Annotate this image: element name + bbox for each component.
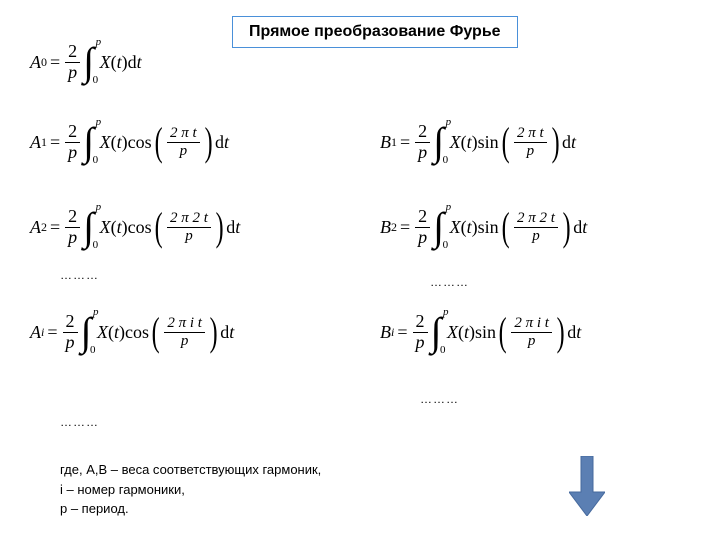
title-text: Прямое преобразование Фурье	[249, 23, 501, 40]
dots-a2: ………	[60, 268, 99, 282]
dots-ai: ………	[60, 415, 99, 429]
footnote-line2: i – номер гармоники,	[60, 480, 321, 500]
dots-b2: ………	[430, 275, 469, 289]
formula-b2: B2 = 2p p∫0 X(t)sin ( 2 π 2 tp ) dt	[380, 205, 587, 249]
title-box: Прямое преобразование Фурье	[232, 16, 518, 48]
footnote-line3: p – период.	[60, 499, 321, 519]
footnote-line1: где, А,В – веса соответствующих гармоник…	[60, 460, 321, 480]
formula-b1: B1 = 2p p∫0 X(t)sin ( 2 π tp ) dt	[380, 120, 576, 164]
formula-bi: Bi = 2p p∫0 X(t)sin ( 2 π i tp ) dt	[380, 310, 581, 354]
formula-a2: A2 = 2p p∫0 X(t)cos ( 2 π 2 tp ) dt	[30, 205, 240, 249]
formula-ai: Ai = 2p p∫0 X(t)cos ( 2 π i tp ) dt	[30, 310, 234, 354]
formula-a0: A0 = 2p p∫0 X(t)dt	[30, 40, 142, 84]
down-arrow-icon	[569, 456, 605, 516]
footnote: где, А,В – веса соответствующих гармоник…	[60, 460, 321, 519]
dots-bi: ………	[420, 392, 459, 406]
formula-a1: A1 = 2p p∫0 X(t)cos ( 2 π tp ) dt	[30, 120, 229, 164]
